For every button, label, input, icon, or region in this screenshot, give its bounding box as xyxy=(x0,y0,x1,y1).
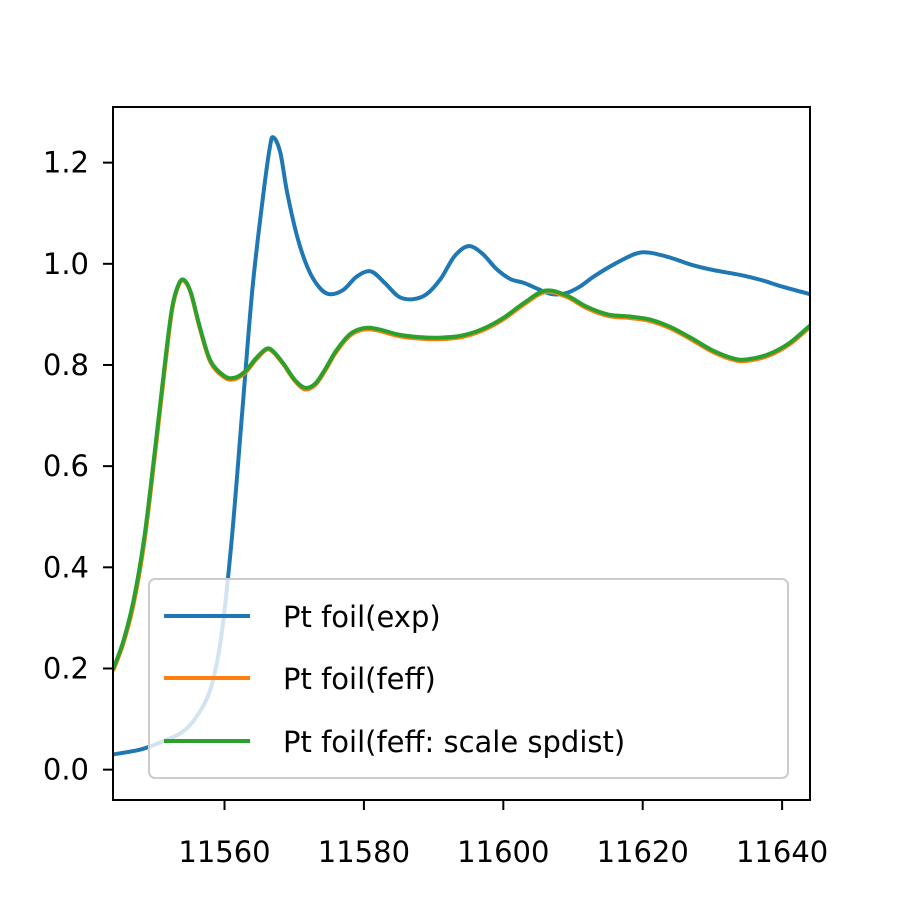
y-axis: 0.0 0.2 0.4 0.6 0.8 1.0 1.2 xyxy=(43,146,113,787)
series-line-exp xyxy=(113,135,810,757)
y-tick-label: 1.0 xyxy=(43,247,89,281)
legend-box xyxy=(148,578,789,779)
legend: Pt foil(exp) Pt foil(feff) Pt foil(feff:… xyxy=(148,578,789,779)
x-tick-label: 11560 xyxy=(178,835,270,869)
y-tick-label: 1.2 xyxy=(43,146,89,180)
x-tick-label: 11620 xyxy=(597,835,689,869)
y-tick-label: 0.6 xyxy=(43,449,89,483)
x-tick-label: 11580 xyxy=(318,835,410,869)
series-layer xyxy=(113,135,810,757)
legend-label-exp: Pt foil(exp) xyxy=(283,600,441,634)
legend-label-feff-scale: Pt foil(feff: scale spdist) xyxy=(283,725,625,759)
x-tick-label: 11600 xyxy=(457,835,549,869)
series-line-feff-scale xyxy=(113,277,810,671)
y-tick-label: 0.8 xyxy=(43,348,89,382)
y-tick-label: 0.0 xyxy=(43,753,89,787)
y-tick-label: 0.2 xyxy=(43,651,89,685)
legend-label-feff: Pt foil(feff) xyxy=(283,662,436,696)
plot-frame xyxy=(112,106,811,801)
y-tick-label: 0.4 xyxy=(43,550,89,584)
x-tick-label: 11640 xyxy=(736,835,828,869)
x-axis: 11560 11580 11600 11620 11640 xyxy=(178,800,828,869)
